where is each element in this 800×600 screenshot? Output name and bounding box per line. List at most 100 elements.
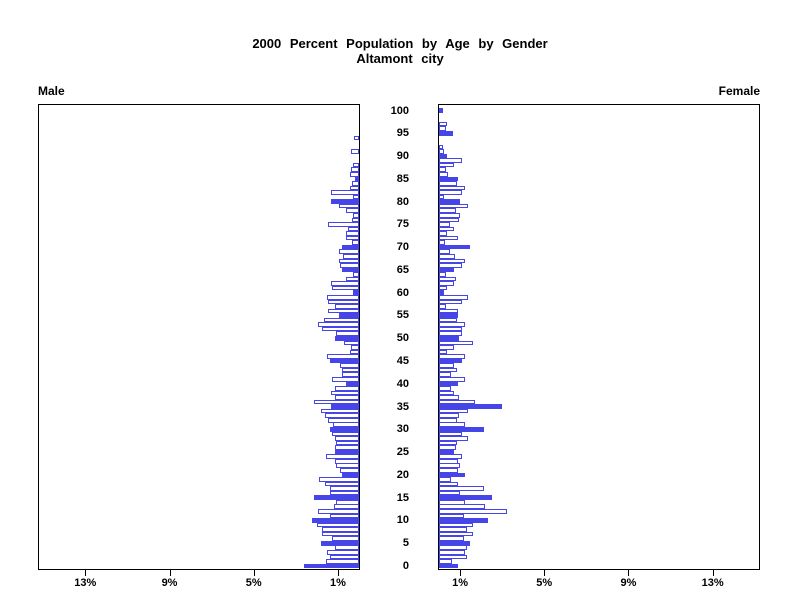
female-bar-age-13 [439,504,486,510]
female-bar-age-92 [439,144,444,150]
female-bar-age-23 [439,458,458,464]
female-bar-age-51 [439,331,463,336]
male-bar-age-37 [334,395,359,400]
female-bar-age-86 [439,171,449,177]
male-bar-age-56 [328,308,359,314]
male-bar-age-75 [328,222,359,227]
female-bar-age-12 [439,509,508,514]
male-bar-age-85 [354,176,359,182]
age-tick-label-35: 35 [396,400,409,413]
female-bar-age-9 [439,522,473,528]
male-bar-age-13 [333,504,359,510]
male-bar-age-54 [324,317,359,323]
male-bar-age-58 [328,299,359,305]
male-bar-age-30 [329,427,359,432]
male-bar-age-50 [334,335,359,341]
female-bar-age-36 [439,399,475,405]
age-tick-label-65: 65 [396,263,409,276]
female-bar-age-78 [439,208,456,213]
female-bar-age-49 [439,340,473,346]
male-bar-age-26 [334,445,359,450]
female-x-axis-tick-5% [544,570,546,576]
chart-title-line2: Altamont city [356,51,444,66]
female-bar-age-71 [439,240,446,245]
male-bar-age-84 [351,181,359,186]
female-x-axis-tick-label-13%: 13% [701,577,724,589]
male-bar-age-24 [326,454,359,459]
female-bar-age-88 [439,162,454,168]
female-bar-age-77 [439,212,461,218]
male-bar-age-2 [329,554,359,560]
male-bar-age-25 [334,449,359,455]
male-bar-age-29 [331,431,359,437]
male-bar-age-35 [330,404,359,409]
male-bar-age-10 [311,518,359,523]
female-bar-age-22 [439,463,461,469]
male-bar-age-63 [346,276,359,282]
male-bar-age-80 [330,199,359,204]
male-bar-age-82 [330,190,359,195]
male-bar-age-7 [322,531,359,537]
male-bar-age-68 [343,253,359,259]
female-bar-age-84 [439,181,457,186]
female-bar-age-95 [439,130,453,136]
male-bar-age-52 [322,326,359,332]
age-tick-label-15: 15 [396,491,409,504]
male-bar-age-78 [346,208,359,213]
male-bar-age-65 [342,267,359,273]
female-bar-age-67 [439,258,466,264]
female-bar-age-17 [439,486,485,491]
male-bar-age-71 [351,240,359,245]
female-bar-age-55 [439,313,458,318]
female-bar-age-47 [439,349,448,355]
female-bar-age-58 [439,299,463,305]
male-bar-age-1 [326,559,359,564]
female-bar-age-24 [439,454,463,459]
male-bar-age-72 [346,235,359,241]
female-bar-age-87 [439,167,447,172]
female-x-axis-tick-9% [628,570,630,576]
male-bar-age-87 [350,167,359,172]
female-bar-age-20 [439,472,466,478]
female-bar-age-10 [439,518,489,523]
age-tick-label-20: 20 [396,468,409,481]
female-x-axis-tick-label-9%: 9% [620,577,637,589]
male-bar-age-20 [342,472,359,478]
age-tick-label-45: 45 [396,355,409,368]
male-bar-age-67 [339,258,359,264]
age-tick-label-0: 0 [402,560,409,572]
male-bar-age-33 [325,413,359,418]
male-x-axis-tick-13% [85,570,87,576]
male-bar-age-23 [334,458,359,464]
age-tick-label-40: 40 [396,377,409,390]
female-bar-age-65 [439,267,454,273]
female-bar-age-82 [439,190,463,195]
male-bar-age-11 [329,513,359,519]
male-bar-age-47 [349,349,359,355]
male-bar-age-36 [313,399,359,405]
female-bar-age-35 [439,404,503,409]
age-tick-label-95: 95 [396,127,409,140]
chart-title: 2000 Percent Population by Age by Gender… [0,36,800,66]
male-bar-age-14 [335,499,359,505]
male-bar-age-69 [339,249,359,254]
female-bar-age-46 [439,354,466,359]
female-bar-age-56 [439,308,458,314]
male-bar-age-86 [349,171,359,177]
male-bar-age-6 [331,536,359,541]
male-bar-age-42 [342,372,359,377]
female-bar-age-100 [439,108,444,113]
male-bar-age-16 [329,490,359,496]
male-bar-age-81 [352,194,359,200]
female-bar-age-14 [439,499,466,505]
male-bar-age-34 [321,408,359,414]
female-bar-age-7 [439,531,473,537]
female-bar-age-68 [439,253,455,259]
male-bar-age-91 [350,149,359,154]
female-bar-age-75 [439,222,450,227]
female-bar-age-64 [439,272,447,277]
male-bar-age-27 [335,440,359,446]
female-bar-age-44 [439,363,454,368]
male-bar-age-39 [334,386,359,391]
male-bar-age-43 [342,367,359,373]
